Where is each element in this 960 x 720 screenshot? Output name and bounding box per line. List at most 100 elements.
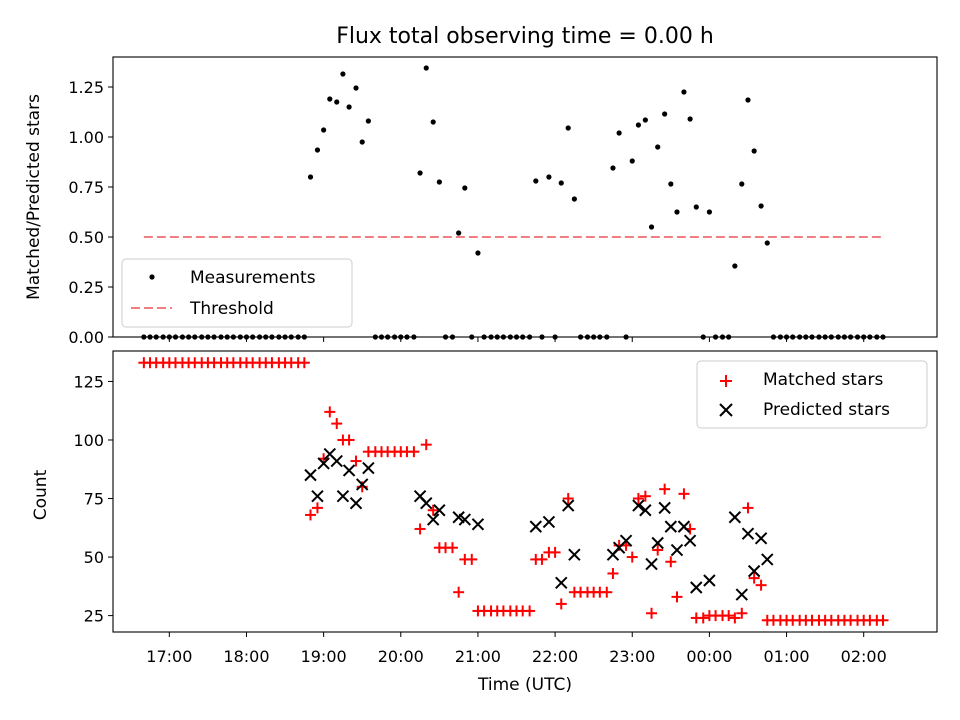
predicted-star-point bbox=[342, 464, 356, 477]
xtick-label: 01:00 bbox=[763, 647, 809, 666]
measurement-point bbox=[571, 196, 577, 202]
measurement-point bbox=[751, 148, 757, 154]
top-ytick-label: 0.00 bbox=[68, 328, 104, 347]
predicted-star-point bbox=[735, 588, 749, 601]
matched-star-point bbox=[305, 509, 317, 521]
measurement-point bbox=[346, 104, 352, 110]
measurement-point bbox=[758, 203, 764, 209]
legend-predicted-marker bbox=[719, 403, 733, 417]
bottom-ytick-label: 75 bbox=[84, 490, 104, 509]
measurement-point bbox=[456, 230, 462, 236]
measurement-point bbox=[629, 158, 635, 164]
predicted-star-point bbox=[362, 461, 375, 475]
xtick-label: 21:00 bbox=[455, 647, 501, 666]
matched-star-point bbox=[632, 493, 644, 505]
matched-star-point bbox=[324, 406, 336, 418]
predicted-star-point bbox=[632, 499, 645, 512]
matched-star-point bbox=[755, 579, 767, 591]
xtick-label: 02:00 bbox=[841, 647, 887, 666]
measurement-point bbox=[436, 179, 442, 185]
xtick-label: 20:00 bbox=[378, 647, 424, 666]
matched-star-point bbox=[549, 546, 561, 558]
measurement-point bbox=[616, 130, 622, 136]
measurement-point bbox=[359, 139, 365, 145]
top-axes-frame bbox=[112, 56, 938, 338]
measurement-point bbox=[745, 97, 751, 103]
top-panel: 0.00 0.25 0.50 0.75 1.00 1.25 Matched/Predict… bbox=[24, 56, 938, 347]
top-y-axis: 0.00 0.25 0.50 0.75 1.00 1.25 bbox=[68, 78, 113, 347]
predicted-star-point bbox=[336, 489, 350, 503]
matched-star-point bbox=[408, 446, 420, 458]
measurement-point bbox=[674, 209, 680, 215]
measurement-point bbox=[662, 111, 668, 117]
bottom-panel: 25 50 75 100 125 17:00 18:00 19:00 20:00 21:00 22… bbox=[31, 350, 938, 695]
predicted-star-point bbox=[561, 499, 575, 512]
bottom-ytick-label: 100 bbox=[73, 431, 104, 450]
xtick-label: 18:00 bbox=[223, 647, 269, 666]
matched-star-point bbox=[748, 572, 760, 584]
matched-star-point bbox=[729, 612, 741, 624]
predicted-star-point bbox=[542, 515, 556, 529]
legend-measurements-marker bbox=[149, 274, 155, 280]
xtick-label: 22:00 bbox=[532, 647, 578, 666]
matched-star-point bbox=[646, 607, 658, 619]
legend-matched-marker bbox=[720, 375, 732, 387]
predicted-star-point bbox=[433, 504, 446, 517]
matched-star-point bbox=[453, 586, 465, 598]
predicted-star-point bbox=[619, 534, 633, 547]
matched-star-point bbox=[736, 607, 748, 619]
measurement-point bbox=[558, 180, 564, 186]
bottom-ytick-label: 125 bbox=[73, 372, 104, 391]
xtick-label: 19:00 bbox=[301, 647, 347, 666]
measurement-point bbox=[417, 170, 423, 176]
measurement-point bbox=[475, 250, 481, 256]
matched-star-point bbox=[536, 553, 548, 565]
matched-star-point bbox=[298, 357, 310, 369]
predicted-star-point bbox=[677, 520, 691, 533]
predicted-star-point bbox=[311, 489, 324, 503]
matched-star-point bbox=[665, 556, 677, 568]
measurement-point bbox=[732, 263, 738, 269]
measurement-point bbox=[739, 181, 745, 187]
bottom-ytick-label: 25 bbox=[84, 607, 104, 626]
predicted-star-point bbox=[458, 513, 472, 526]
top-ytick-label: 0.25 bbox=[68, 278, 104, 297]
measurement-point bbox=[327, 96, 333, 102]
measurement-point bbox=[565, 125, 571, 131]
measurement-point bbox=[635, 122, 642, 128]
top-legend: Measurements Threshold bbox=[121, 258, 353, 328]
x-axis-label: Time (UTC) bbox=[477, 675, 572, 695]
measurement-point bbox=[642, 117, 648, 123]
measurement-point bbox=[764, 240, 770, 246]
matched-star-point bbox=[414, 523, 426, 535]
predicted-star-point bbox=[355, 478, 369, 491]
measurement-point bbox=[307, 174, 314, 180]
measurement-point bbox=[365, 118, 371, 124]
top-ytick-label: 0.50 bbox=[68, 228, 104, 247]
predicted-star-point bbox=[645, 557, 658, 571]
measurement-point bbox=[668, 181, 674, 187]
predicted-star-point bbox=[658, 501, 671, 515]
matched-star-point bbox=[555, 598, 567, 610]
predicted-star-point bbox=[683, 534, 697, 547]
matched-star-point bbox=[446, 542, 458, 554]
matched-star-point bbox=[311, 502, 323, 514]
measurement-point bbox=[533, 178, 539, 184]
predicted-star-point bbox=[728, 511, 742, 524]
measurement-point bbox=[314, 147, 321, 153]
matched-star-point bbox=[601, 586, 613, 598]
bottom-plot-area bbox=[138, 357, 889, 626]
matched-star-point bbox=[652, 544, 664, 556]
predicted-star-point bbox=[639, 504, 652, 517]
matched-star-point bbox=[639, 490, 651, 502]
measurement-point bbox=[321, 127, 327, 133]
top-y-axis-label: Matched/Predicted stars bbox=[24, 94, 44, 300]
matched-star-point bbox=[420, 439, 432, 451]
predicted-star-point bbox=[529, 520, 543, 533]
predicted-star-point bbox=[754, 532, 768, 545]
matched-star-point bbox=[877, 614, 889, 626]
matched-star-point bbox=[626, 551, 638, 563]
xtick-label: 23:00 bbox=[609, 647, 655, 666]
bottom-y-axis-label: Count bbox=[31, 469, 51, 520]
